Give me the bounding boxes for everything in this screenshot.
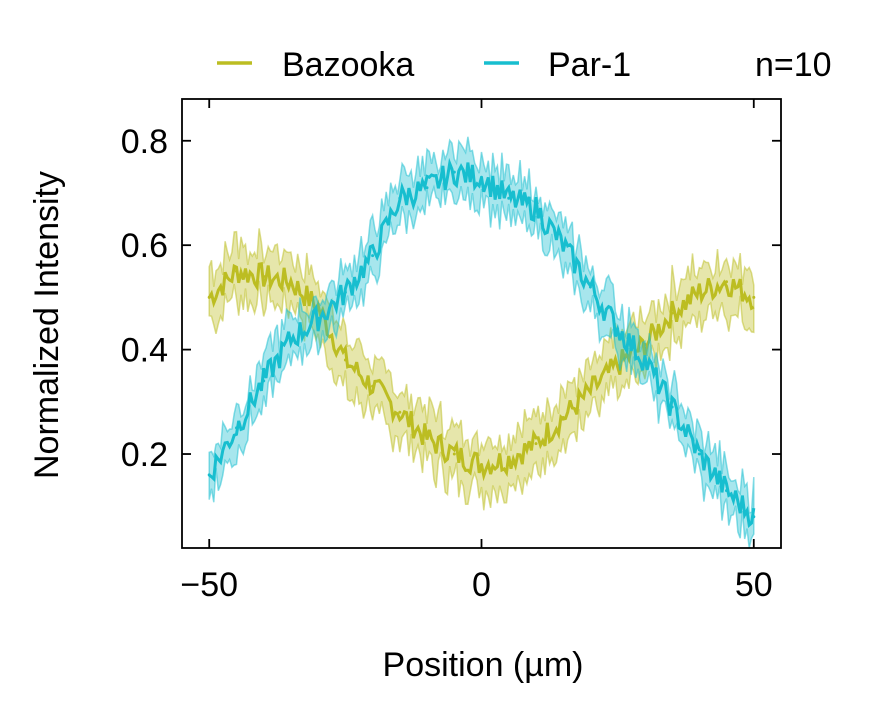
data-point-bazooka [452, 452, 456, 456]
data-point-par-1 [752, 515, 756, 519]
error-band-bazooka [208, 228, 755, 511]
y-tick-label: 0.8 [121, 123, 168, 161]
data-point-par-1 [235, 426, 238, 430]
data-point-par-1 [289, 337, 293, 341]
data-point-par-1 [207, 473, 211, 477]
data-point-bazooka [371, 384, 375, 388]
data-point-bazooka [425, 436, 429, 440]
legend: Bazooka Par-1 n=10 [217, 46, 832, 84]
legend-label-par-1: Par-1 [548, 46, 631, 84]
x-tick-label: −50 [180, 566, 238, 604]
data-point-par-1 [507, 196, 511, 200]
data-point-bazooka [235, 269, 238, 273]
y-axis-title: Normalized Intensity [28, 171, 66, 479]
data-point-bazooka [289, 280, 293, 284]
error-band-par-1 [208, 136, 755, 549]
data-point-bazooka [343, 358, 347, 362]
data-point-bazooka [207, 295, 211, 299]
data-point-par-1 [725, 489, 728, 493]
data-point-par-1 [561, 243, 565, 247]
data-point-bazooka [725, 280, 728, 284]
data-point-par-1 [534, 207, 538, 211]
x-axis-title: Position (µm) [383, 646, 584, 684]
data-point-par-1 [670, 405, 674, 409]
data-point-bazooka [534, 442, 538, 446]
data-point-bazooka [561, 416, 565, 419]
data-point-bazooka [670, 311, 674, 315]
data-point-bazooka [262, 275, 266, 278]
x-tick-label: 0 [472, 566, 491, 604]
data-point-par-1 [616, 327, 620, 331]
data-point-par-1 [316, 316, 320, 320]
legend-label-bazooka: Bazooka [282, 46, 414, 84]
data-point-bazooka [507, 457, 511, 461]
data-point-par-1 [425, 186, 429, 190]
data-point-par-1 [697, 452, 701, 456]
data-point-par-1 [643, 358, 647, 362]
data-point-bazooka [588, 389, 592, 393]
data-point-par-1 [262, 379, 266, 383]
series-par-1 [207, 136, 756, 549]
y-tick-label: 0.2 [121, 436, 168, 474]
data-point-par-1 [480, 175, 483, 179]
data-point-bazooka [398, 410, 402, 414]
plot-area [207, 136, 756, 549]
data-point-bazooka [697, 290, 701, 294]
ticks: −50 0 50 0.2 0.4 0.6 0.8 [121, 99, 781, 604]
sample-size-annotation: n=10 [755, 46, 832, 84]
x-tick-label: 50 [735, 566, 773, 604]
y-tick-label: 0.6 [121, 227, 168, 265]
y-tick-label: 0.4 [121, 332, 168, 370]
data-point-par-1 [588, 285, 592, 289]
data-point-par-1 [452, 170, 456, 174]
data-point-par-1 [371, 254, 375, 258]
data-point-par-1 [343, 290, 347, 294]
data-point-bazooka [752, 295, 756, 299]
series-bazooka [207, 228, 756, 511]
data-point-par-1 [398, 196, 402, 200]
data-point-bazooka [480, 463, 483, 466]
